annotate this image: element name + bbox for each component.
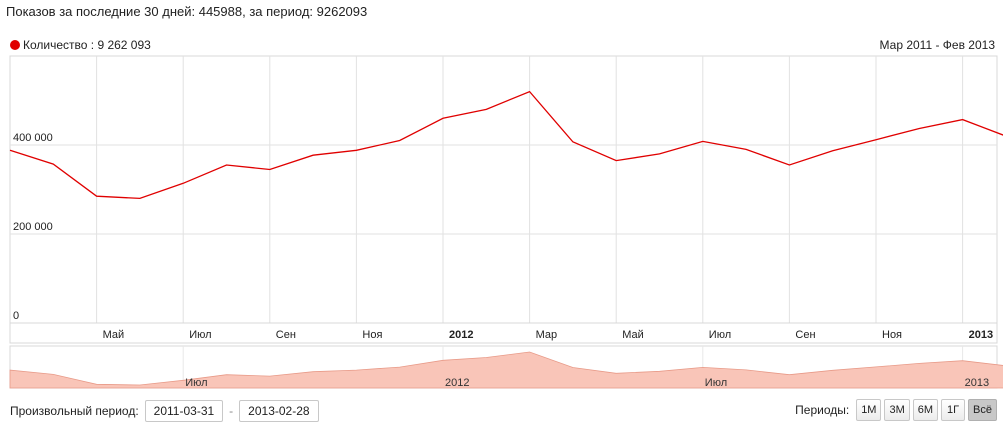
x-tick-label: Ноя (882, 329, 902, 341)
x-tick-label: Июл (709, 329, 731, 341)
date-range-label: Мар 2011 - Фев 2013 (879, 38, 995, 52)
chart[interactable]: Май Июл Сен Ноя 2012 Мар Май Июл Сен Ноя 2013 0 200… (0, 0, 1003, 395)
custom-period-label: Произвольный период: (10, 404, 139, 418)
navigator-label: 2013 (965, 377, 989, 389)
legend-label: Количество : 9 262 093 (23, 38, 151, 52)
periods-label: Периоды: (795, 403, 850, 417)
x-axis-ticks: Май Июл Сен Ноя 2012 Мар Май Июл Сен Ноя 2013 (103, 329, 993, 341)
x-tick-label: Мар (536, 329, 558, 341)
horizontal-grid (10, 144, 997, 235)
vertical-grid (96, 56, 964, 343)
plot-area (9, 55, 998, 324)
x-tick-label: 2012 (449, 329, 473, 341)
navigator-label: Июл (185, 377, 207, 389)
period-button-3m[interactable]: 3М (884, 399, 910, 421)
legend-dot-icon (10, 40, 20, 50)
x-tick-label: Май (103, 329, 125, 341)
period-button-6m[interactable]: 6М (912, 399, 939, 421)
date-separator: - (229, 404, 234, 418)
date-to-input[interactable]: 2013-02-28 (239, 400, 319, 422)
period-selector: Периоды: 1М 3М 6М 1Г Всё (795, 399, 997, 421)
x-axis-band (9, 322, 998, 344)
y-axis-ticks: 0 200 000 400 000 (13, 132, 53, 322)
navigator-labels: Июл 2012 Июл 2013 (185, 377, 989, 389)
x-tick-label: 2013 (969, 329, 993, 341)
custom-period: Произвольный период: 2011-03-31 - 2013-0… (10, 400, 319, 422)
summary-text: Показов за последние 30 дней: 445988, за… (6, 4, 368, 19)
navigator-area (9, 351, 1003, 389)
x-tick-label: Май (622, 329, 644, 341)
period-button-1y[interactable]: 1Г (941, 399, 966, 421)
series-line (9, 90, 1003, 200)
navigator-label: Июл (705, 377, 727, 389)
x-tick-label: Ноя (362, 329, 382, 341)
period-button-all[interactable]: Всё (968, 399, 997, 421)
navigator-label: 2012 (445, 377, 469, 389)
x-tick-label: Сен (795, 329, 815, 341)
y-tick-label: 400 000 (13, 132, 53, 144)
x-tick-label: Сен (276, 329, 296, 341)
y-tick-label: 200 000 (13, 221, 53, 233)
y-tick-label: 0 (13, 310, 19, 322)
date-from-input[interactable]: 2011-03-31 (144, 400, 224, 422)
period-button-1m[interactable]: 1М (856, 399, 882, 421)
x-tick-label: Июл (189, 329, 211, 341)
legend[interactable]: Количество : 9 262 093 (10, 38, 151, 52)
